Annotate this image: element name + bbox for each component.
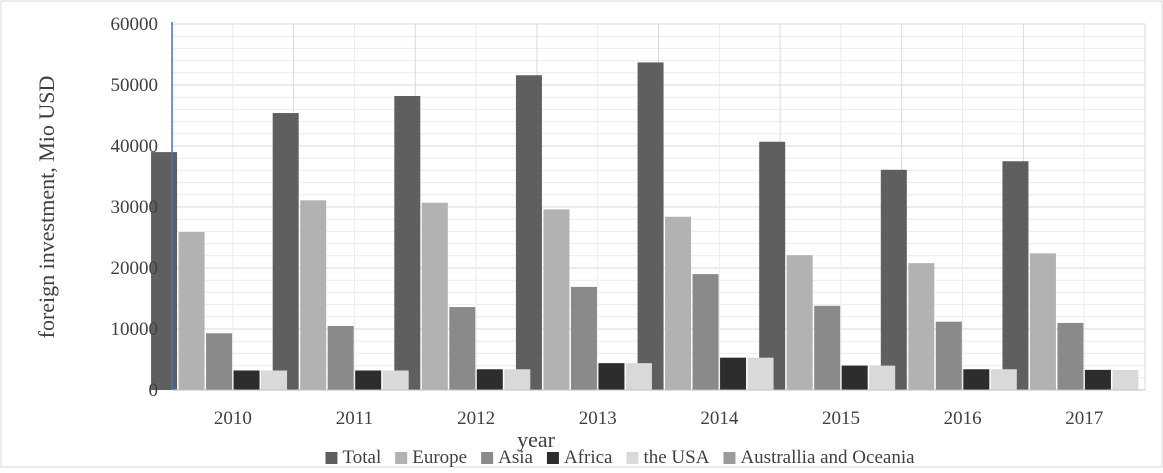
x-tick-label: 2011 bbox=[336, 408, 373, 429]
bar-asia-2014 bbox=[692, 274, 719, 390]
bar-asia-2010 bbox=[206, 333, 233, 390]
bar-asia-2011 bbox=[327, 325, 354, 390]
bars bbox=[151, 62, 1139, 391]
y-axis-title: foreign investment, Mio USD bbox=[34, 76, 59, 339]
bar-the-usa-2014 bbox=[747, 357, 774, 390]
legend-item-the-usa: the USA bbox=[626, 447, 710, 468]
bar-africa-2015 bbox=[841, 365, 868, 390]
legend-item-total: Total bbox=[325, 447, 381, 468]
y-tick-label: 0 bbox=[149, 380, 159, 401]
bar-the-usa-2011 bbox=[382, 370, 409, 390]
bar-the-usa-2012 bbox=[504, 369, 531, 390]
bar-europe-2011 bbox=[300, 200, 327, 390]
bar-total-2012 bbox=[394, 95, 421, 390]
bar-the-usa-2017 bbox=[1112, 369, 1139, 390]
x-tick-label: 2012 bbox=[457, 408, 495, 429]
legend-swatch bbox=[546, 452, 559, 464]
bar-africa-2013 bbox=[598, 363, 625, 390]
bar-africa-2014 bbox=[720, 357, 747, 390]
bar-total-2015 bbox=[759, 141, 786, 390]
legend-item-europe: Europe bbox=[395, 447, 467, 468]
x-axis-title: year bbox=[517, 427, 556, 452]
bar-europe-2014 bbox=[665, 216, 692, 390]
y-tick-label: 20000 bbox=[111, 258, 159, 279]
axes: 0 10000 20000 30000 40000 50000 60000 2010 2011 2… bbox=[111, 14, 1145, 429]
y-tick-label: 60000 bbox=[111, 14, 159, 35]
bar-asia-2017 bbox=[1057, 322, 1084, 390]
bar-the-usa-2010 bbox=[261, 370, 288, 390]
legend-swatch bbox=[626, 452, 639, 464]
x-tick-label: 2015 bbox=[822, 408, 860, 429]
legend-label: the USA bbox=[643, 447, 709, 468]
legend-label: Europe bbox=[412, 447, 467, 468]
x-tick-label: 2014 bbox=[700, 408, 739, 429]
x-tick-label: 2016 bbox=[944, 408, 982, 429]
bar-asia-2012 bbox=[449, 307, 476, 390]
legend: Total Europe Asia Africa the USA Australlia a… bbox=[325, 447, 915, 468]
y-tick-label: 10000 bbox=[111, 319, 159, 340]
bar-total-2016 bbox=[880, 169, 907, 390]
legend-swatch bbox=[395, 452, 408, 464]
bar-africa-2016 bbox=[963, 369, 990, 390]
legend-item-africa: Africa bbox=[546, 447, 613, 468]
bar-europe-2012 bbox=[421, 202, 448, 390]
legend-label: Australlia and Oceania bbox=[740, 447, 915, 468]
bar-europe-2015 bbox=[786, 255, 813, 390]
legend-swatch bbox=[723, 452, 736, 464]
bar-total-2011 bbox=[272, 113, 299, 390]
legend-swatch bbox=[325, 452, 338, 464]
bar-europe-2016 bbox=[908, 263, 935, 390]
bar-africa-2011 bbox=[355, 370, 382, 390]
bar-the-usa-2016 bbox=[990, 369, 1017, 390]
bar-the-usa-2015 bbox=[869, 365, 896, 390]
legend-label: Total bbox=[342, 447, 381, 468]
bar-europe-2017 bbox=[1029, 253, 1056, 390]
legend-label: Africa bbox=[564, 447, 613, 468]
bar-asia-2016 bbox=[935, 321, 962, 390]
bar-total-2014 bbox=[637, 62, 664, 391]
legend-label: Asia bbox=[498, 447, 533, 468]
legend-swatch bbox=[481, 452, 494, 464]
bar-europe-2013 bbox=[543, 209, 570, 390]
legend-item-australlia-and-oceania: Australlia and Oceania bbox=[723, 447, 915, 468]
y-tick-label: 30000 bbox=[111, 197, 159, 218]
y-tick-label: 50000 bbox=[111, 75, 159, 96]
bar-asia-2013 bbox=[570, 286, 597, 390]
bar-the-usa-2013 bbox=[625, 363, 652, 390]
bar-africa-2010 bbox=[233, 370, 260, 390]
legend-item-asia: Asia bbox=[481, 447, 534, 468]
y-tick-label: 40000 bbox=[111, 136, 159, 157]
x-tick-label: 2013 bbox=[579, 408, 617, 429]
bar-asia-2015 bbox=[814, 305, 841, 390]
bar-europe-2010 bbox=[178, 232, 205, 390]
x-tick-label: 2010 bbox=[214, 408, 252, 429]
x-tick-label: 2017 bbox=[1065, 408, 1103, 429]
bar-total-2017 bbox=[1002, 161, 1029, 390]
bar-africa-2012 bbox=[476, 369, 503, 390]
bar-total-2013 bbox=[515, 75, 542, 391]
bar-africa-2017 bbox=[1084, 369, 1111, 390]
